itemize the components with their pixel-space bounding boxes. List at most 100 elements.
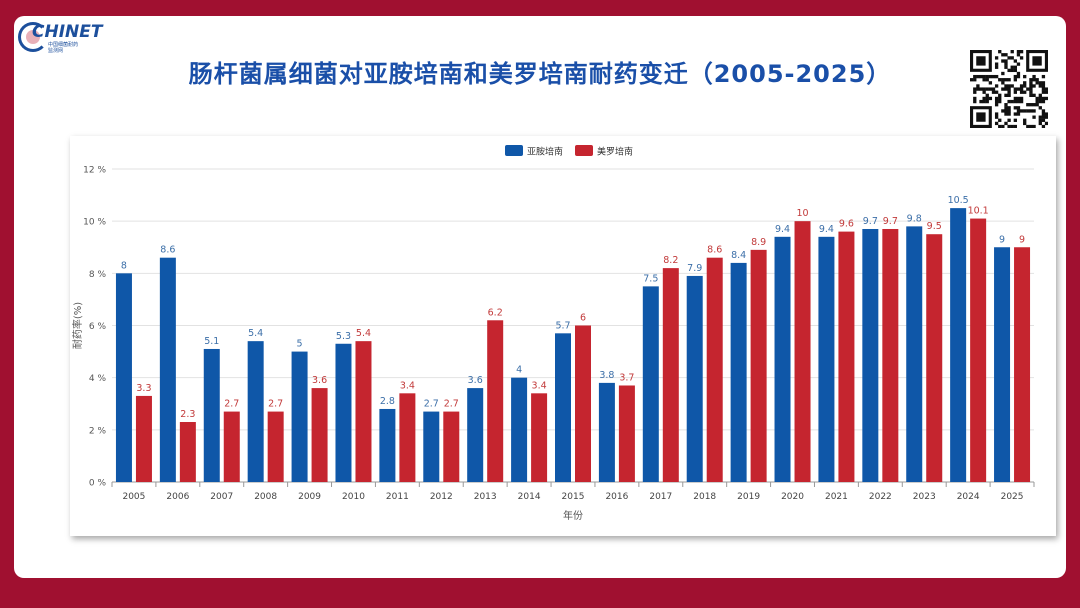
qr-module [1007, 56, 1011, 60]
qr-module [994, 96, 999, 101]
data-label: 8.4 [731, 250, 746, 261]
qr-module [994, 112, 999, 116]
qr-module [1029, 103, 1033, 107]
qr-module [1026, 103, 1030, 107]
qr-module [1007, 124, 1011, 128]
qr-module [1041, 84, 1046, 88]
x-tick-label: 2020 [781, 492, 804, 502]
qr-module [1029, 90, 1033, 94]
chart-panel: 0 % 2 % 4 % 6 % 8 % 10 % 12 % 耐药率(%) 年份 亚胺培南 美罗培南 2… [70, 136, 1056, 536]
qr-module [1016, 109, 1021, 113]
bar-imipenem [818, 236, 835, 482]
qr-module [1032, 103, 1036, 107]
qr-code-icon [970, 50, 1048, 128]
qr-module [1004, 106, 1008, 110]
qr-module [973, 87, 977, 91]
qr-module [1035, 78, 1039, 82]
qr-module [1044, 90, 1048, 94]
qr-module [1044, 96, 1048, 101]
qr-module [1041, 87, 1046, 91]
qr-module [1016, 53, 1021, 57]
qr-module [1029, 93, 1033, 97]
qr-module [1038, 118, 1042, 122]
qr-module [1013, 87, 1017, 91]
qr-module [1023, 74, 1027, 79]
qr-module [1007, 106, 1011, 110]
bar-meropenem [179, 422, 196, 482]
qr-module [1023, 121, 1027, 126]
qr-module [1038, 115, 1042, 119]
qr-module [982, 87, 986, 91]
qr-module [1032, 84, 1036, 88]
data-label: 3.3 [136, 383, 151, 394]
qr-module [988, 96, 993, 101]
data-label: 8.2 [663, 255, 678, 266]
y-tick-label: 8 % [89, 270, 107, 280]
qr-module [1013, 59, 1017, 63]
qr-module [1029, 81, 1033, 85]
qr-module [982, 96, 986, 101]
qr-module [1019, 96, 1024, 101]
qr-module [1032, 109, 1036, 113]
bar-meropenem [882, 228, 899, 482]
qr-module [982, 78, 986, 82]
data-label: 3.6 [468, 375, 483, 386]
data-label: 2.8 [380, 396, 395, 407]
data-label: 3.7 [619, 372, 634, 383]
bar-imipenem [115, 273, 132, 482]
data-label: 5.3 [336, 331, 351, 342]
logo-subtitle-line1: 中国细菌耐药 [48, 42, 79, 48]
qr-module [1029, 78, 1033, 82]
qr-module [976, 84, 980, 88]
qr-module [1044, 112, 1048, 116]
x-tick-label: 2010 [342, 492, 365, 502]
qr-module [1016, 99, 1021, 104]
data-label: 7.9 [687, 263, 702, 274]
qr-module [1023, 109, 1027, 113]
qr-module [1010, 56, 1014, 60]
qr-module [979, 99, 983, 104]
data-label: 9 [1019, 234, 1025, 245]
bar-imipenem [159, 257, 176, 482]
qr-module [976, 87, 980, 91]
data-label: 9.4 [775, 224, 790, 235]
x-tick-label: 2021 [825, 492, 848, 502]
logo-subtitle-line2: 监测网 [48, 48, 64, 54]
bar-imipenem [291, 351, 308, 482]
legend-swatch [505, 145, 523, 156]
bar-meropenem [662, 268, 679, 482]
qr-module [994, 84, 999, 88]
qr-module [985, 96, 989, 101]
qr-module [1013, 78, 1017, 82]
legend-label: 亚胺培南 [527, 146, 563, 158]
bar-meropenem [267, 411, 284, 482]
bar-meropenem [838, 231, 855, 482]
qr-module [1007, 84, 1011, 88]
bar-meropenem [355, 341, 372, 482]
qr-module [985, 93, 989, 97]
qr-module [988, 81, 993, 85]
qr-module [1041, 90, 1046, 94]
bar-meropenem [531, 393, 548, 482]
qr-module [1007, 118, 1011, 122]
x-tick-label: 2008 [254, 492, 277, 502]
data-label: 8.6 [160, 245, 175, 256]
qr-module [1044, 115, 1048, 119]
qr-module [991, 74, 996, 79]
qr-module [1019, 99, 1024, 104]
qr-module [979, 87, 983, 91]
qr-module [1007, 87, 1011, 91]
data-label: 4 [516, 365, 522, 376]
qr-module [998, 93, 1002, 97]
qr-module [1041, 99, 1046, 104]
x-tick-label: 2018 [693, 492, 716, 502]
qr-module [1001, 71, 1005, 76]
qr-module [1041, 118, 1046, 122]
bar-chart: 0 % 2 % 4 % 6 % 8 % 10 % 12 % 耐药率(%) 年份 亚胺培南 美罗培南 2… [71, 145, 1035, 522]
qr-module [994, 121, 999, 126]
qr-module [1038, 106, 1042, 110]
x-tick-label: 2005 [122, 492, 145, 502]
qr-module [1041, 109, 1046, 113]
data-label: 2.7 [268, 399, 283, 410]
bar-imipenem [511, 377, 528, 482]
